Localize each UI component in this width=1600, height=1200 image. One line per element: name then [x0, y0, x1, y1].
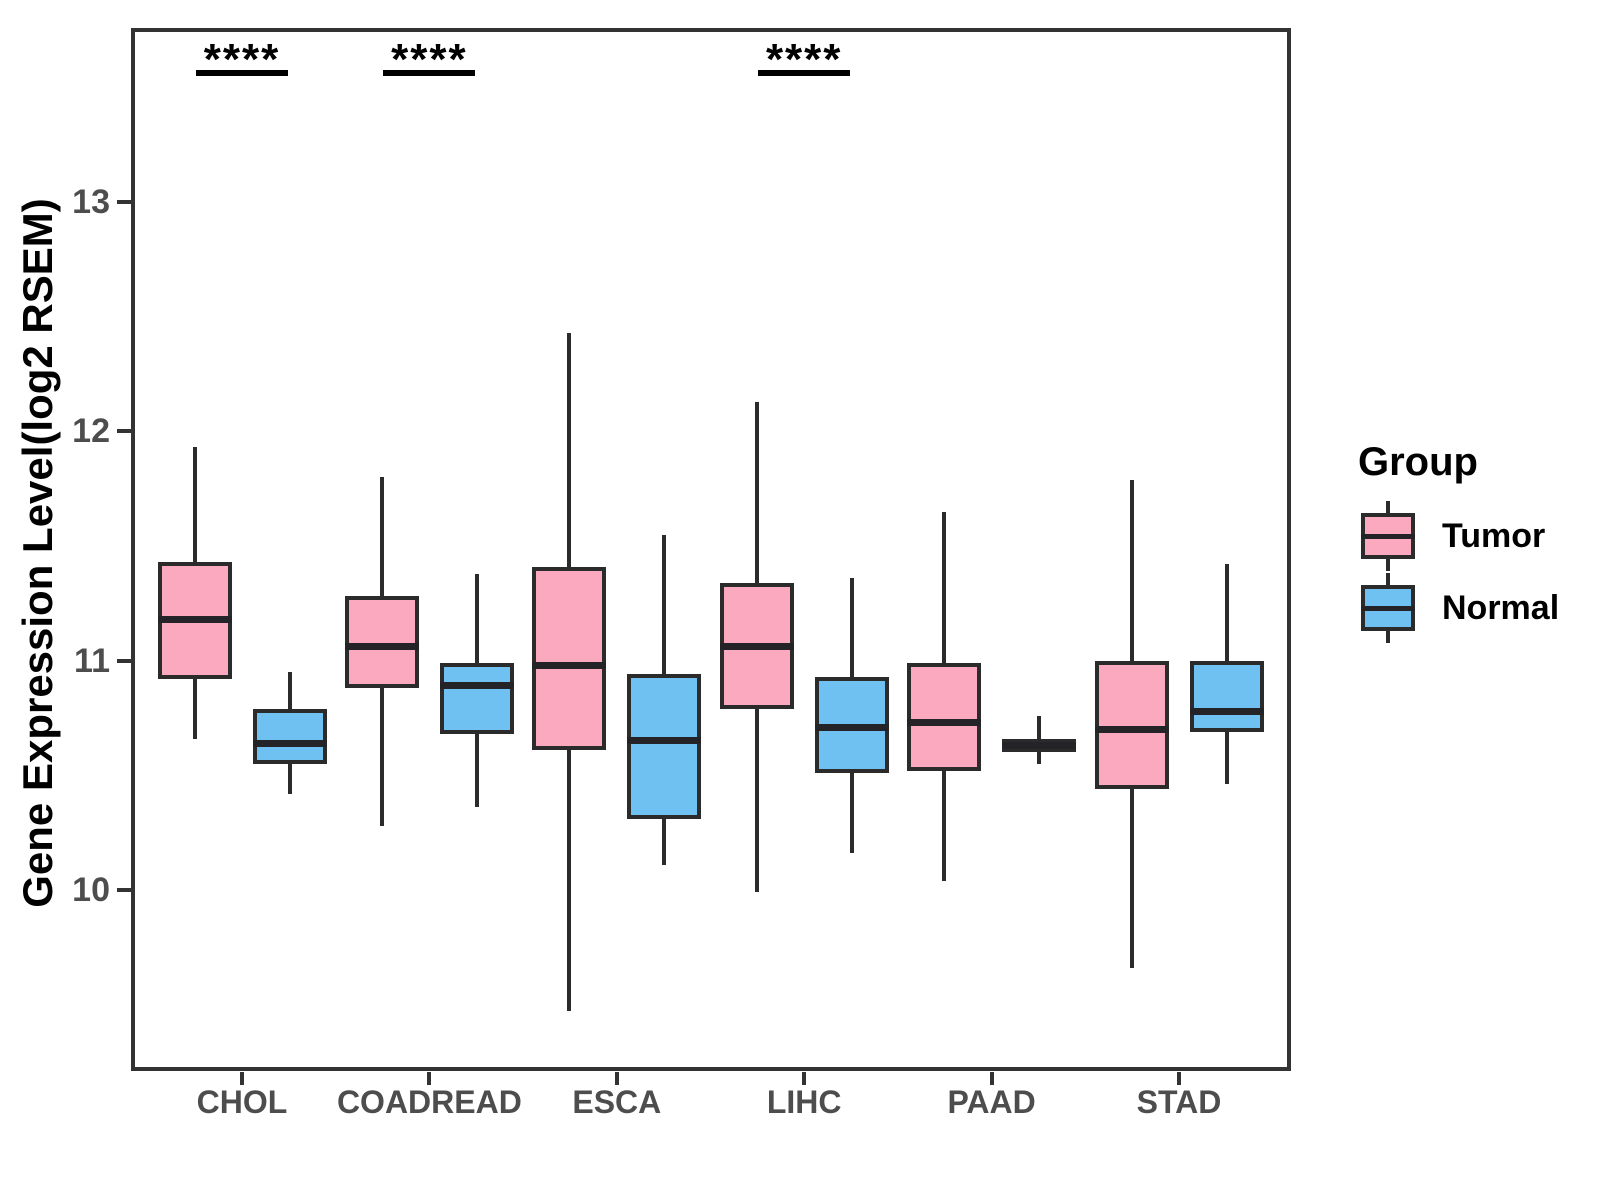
legend-whisker-bottom: [1386, 559, 1390, 571]
x-tick-mark-PAAD: [989, 1072, 994, 1085]
legend-median-line: [1361, 606, 1415, 611]
legend-items: Tumor Normal: [1352, 501, 1559, 643]
x-tick-label-ESCA: ESCA: [572, 1084, 662, 1120]
x-tick-label-CHOL: CHOL: [196, 1084, 288, 1120]
x-tick-mark-COADREAD: [427, 1072, 432, 1085]
legend-whisker-bottom: [1386, 631, 1390, 643]
median-tumor-STAD: [1094, 725, 1169, 733]
x-tick-label-LIHC: LIHC: [766, 1084, 842, 1120]
box-normal-STAD: [1189, 660, 1264, 732]
median-normal-PAAD: [1002, 741, 1077, 749]
legend-title: Group: [1358, 440, 1478, 484]
median-normal-LIHC: [814, 723, 889, 731]
median-tumor-LIHC: [719, 643, 794, 651]
box-normal-ESCA: [627, 674, 702, 819]
x-tick-mark-CHOL: [240, 1072, 244, 1085]
plot-area: **** **** ****: [131, 28, 1291, 1071]
y-tick-mark-12: [117, 429, 131, 434]
median-tumor-PAAD: [907, 719, 982, 727]
median-tumor-CHOL: [157, 615, 232, 623]
legend-boxplot-icon-normal: [1360, 573, 1416, 643]
legend-median-line: [1361, 534, 1415, 539]
box-normal-COADREAD: [439, 662, 514, 735]
legend-boxplot-icon-tumor: [1360, 501, 1416, 571]
box-tumor-STAD: [1094, 660, 1169, 790]
median-tumor-ESCA: [532, 661, 607, 669]
x-tick-label-PAAD: PAAD: [947, 1084, 1036, 1120]
median-normal-COADREAD: [439, 682, 514, 690]
box-tumor-ESCA: [532, 566, 607, 751]
median-normal-CHOL: [252, 739, 327, 747]
median-normal-ESCA: [627, 737, 702, 745]
legend-item-normal: Normal: [1352, 573, 1559, 643]
y-tick-mark-11: [117, 658, 131, 663]
legend-label-normal: Normal: [1442, 588, 1560, 627]
box-tumor-COADREAD: [344, 596, 419, 689]
x-tick-mark-STAD: [1177, 1072, 1181, 1085]
significance-bar-COADREAD: [383, 70, 476, 76]
legend-item-tumor: Tumor: [1352, 501, 1559, 571]
box-normal-CHOL: [252, 708, 327, 764]
y-axis-title: Gene Expression Level(log2 RSEM): [14, 198, 61, 908]
significance-bar-CHOL: [196, 70, 288, 76]
box-tumor-PAAD: [907, 662, 982, 771]
x-tick-label-STAD: STAD: [1136, 1084, 1222, 1120]
legend-label-tumor: Tumor: [1442, 516, 1546, 555]
y-tick-mark-13: [117, 200, 131, 205]
y-tick-label-10: 10: [72, 870, 110, 909]
median-tumor-COADREAD: [344, 643, 419, 651]
x-tick-mark-ESCA: [614, 1072, 619, 1085]
x-tick-mark-LIHC: [802, 1072, 807, 1085]
legend-whisker-top: [1386, 573, 1390, 585]
y-tick-label-12: 12: [72, 412, 110, 451]
y-tick-mark-10: [117, 887, 131, 892]
x-tick-label-COADREAD: COADREAD: [336, 1084, 522, 1120]
significance-bar-LIHC: [758, 70, 851, 76]
y-tick-label-13: 13: [72, 183, 110, 222]
y-tick-label-11: 11: [74, 641, 110, 680]
median-normal-STAD: [1189, 707, 1264, 715]
panel-border: [131, 28, 1291, 1071]
legend: Group Tumor Normal: [1352, 440, 1559, 645]
legend-whisker-top: [1386, 501, 1390, 513]
